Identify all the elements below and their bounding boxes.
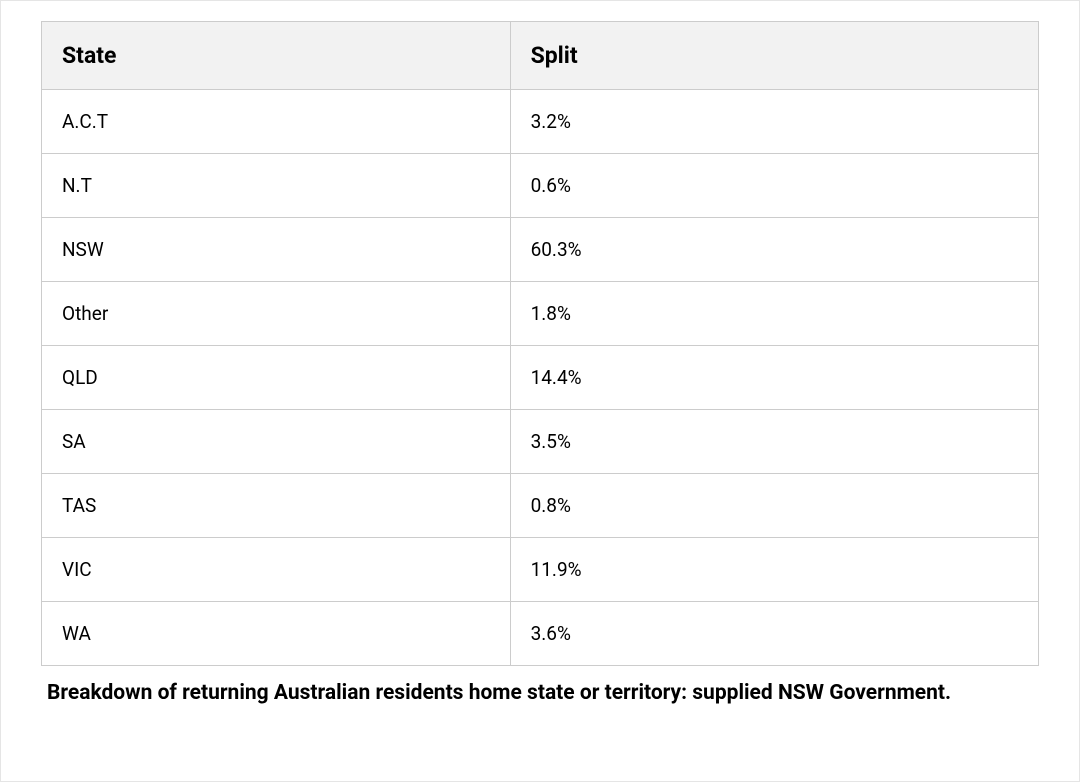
- table-row: SA 3.5%: [42, 410, 1039, 474]
- cell-state: WA: [42, 602, 511, 666]
- table-header-row: State Split: [42, 22, 1039, 90]
- state-split-table: State Split A.C.T 3.2% N.T 0.6% NSW 60.3…: [41, 21, 1039, 666]
- cell-split: 1.8%: [510, 282, 1038, 346]
- table-row: A.C.T 3.2%: [42, 90, 1039, 154]
- cell-state: TAS: [42, 474, 511, 538]
- column-header-state: State: [42, 22, 511, 90]
- table-container: State Split A.C.T 3.2% N.T 0.6% NSW 60.3…: [0, 0, 1080, 782]
- cell-split: 14.4%: [510, 346, 1038, 410]
- cell-split: 3.5%: [510, 410, 1038, 474]
- cell-split: 11.9%: [510, 538, 1038, 602]
- cell-split: 60.3%: [510, 218, 1038, 282]
- table-row: TAS 0.8%: [42, 474, 1039, 538]
- cell-state: A.C.T: [42, 90, 511, 154]
- table-row: N.T 0.6%: [42, 154, 1039, 218]
- cell-split: 3.2%: [510, 90, 1038, 154]
- table-row: QLD 14.4%: [42, 346, 1039, 410]
- column-header-split: Split: [510, 22, 1038, 90]
- table-row: Other 1.8%: [42, 282, 1039, 346]
- cell-state: N.T: [42, 154, 511, 218]
- table-row: NSW 60.3%: [42, 218, 1039, 282]
- cell-state: SA: [42, 410, 511, 474]
- cell-split: 0.8%: [510, 474, 1038, 538]
- cell-state: NSW: [42, 218, 511, 282]
- cell-split: 3.6%: [510, 602, 1038, 666]
- table-caption: Breakdown of returning Australian reside…: [41, 678, 1039, 710]
- table-row: WA 3.6%: [42, 602, 1039, 666]
- cell-state: QLD: [42, 346, 511, 410]
- cell-state: VIC: [42, 538, 511, 602]
- cell-split: 0.6%: [510, 154, 1038, 218]
- table-row: VIC 11.9%: [42, 538, 1039, 602]
- cell-state: Other: [42, 282, 511, 346]
